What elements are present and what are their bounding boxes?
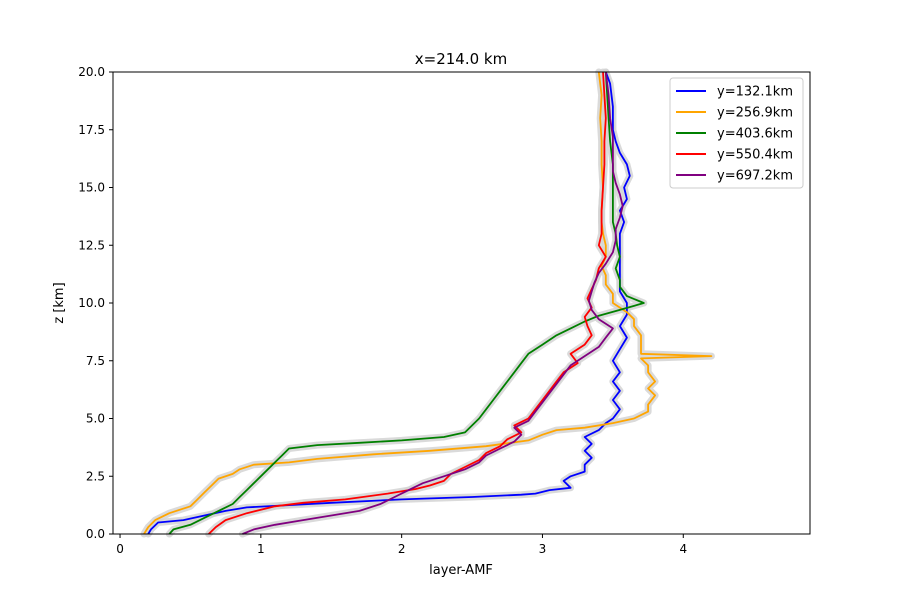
- y-axis-ticks: 0.0 2.5 5.0 7.5 10.0 12.5 15.0 17.5 20.0: [78, 65, 113, 541]
- legend-label: y=132.1km: [717, 85, 793, 100]
- x-axis-label: layer-AMF: [429, 563, 493, 578]
- legend-label: y=550.4km: [717, 148, 793, 163]
- x-tick-label: 3: [539, 542, 547, 556]
- x-tick-label: 1: [257, 542, 265, 556]
- y-tick-label: 17.5: [78, 123, 105, 137]
- x-axis-ticks: 0 1 2 3 4: [116, 534, 687, 556]
- legend-label: y=697.2km: [717, 169, 793, 184]
- y-tick-label: 12.5: [78, 238, 105, 252]
- series-line: [242, 71, 624, 535]
- legend-label: y=256.9km: [717, 106, 793, 121]
- legend-frame: [669, 77, 804, 189]
- y-tick-label: 20.0: [78, 65, 105, 79]
- legend: y=132.1km y=256.9km y=403.6km y=550.4km y=69…: [669, 77, 804, 189]
- legend-label: y=403.6km: [717, 127, 793, 142]
- y-axis-label: z [km]: [52, 282, 67, 323]
- y-tick-label: 7.5: [86, 354, 105, 368]
- series-line: [143, 71, 713, 535]
- x-tick-label: 2: [398, 542, 406, 556]
- x-tick-label: 4: [679, 542, 687, 556]
- x-tick-label: 0: [116, 542, 124, 556]
- series-lines: [143, 71, 713, 535]
- y-tick-label: 10.0: [78, 296, 105, 310]
- series-line: [208, 71, 607, 535]
- series-line: [147, 71, 631, 535]
- y-tick-label: 0.0: [86, 527, 105, 541]
- chart-title: x=214.0 km: [415, 50, 507, 68]
- y-tick-label: 2.5: [86, 469, 105, 483]
- y-tick-label: 15.0: [78, 181, 105, 195]
- y-tick-label: 5.0: [86, 412, 105, 426]
